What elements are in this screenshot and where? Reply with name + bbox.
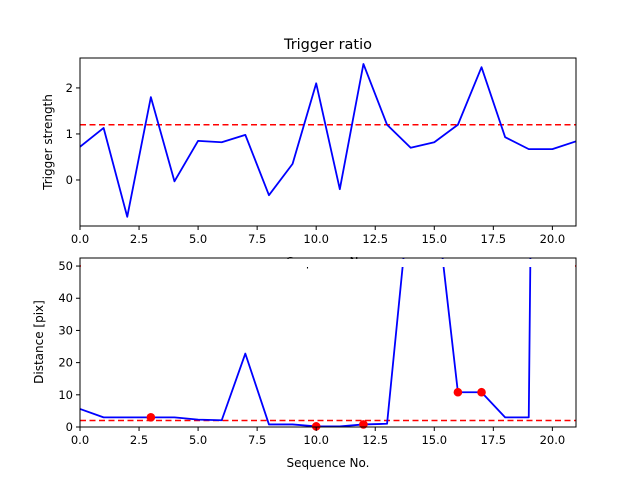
bottom-x-axis-label: Sequence No. xyxy=(287,456,370,470)
top-x-tick-label: 2.5 xyxy=(130,232,148,246)
top-x-tick-label: 7.5 xyxy=(248,232,266,246)
bottom-x-tick-label: 15.0 xyxy=(421,433,447,447)
bottom-y-tick-label: 20 xyxy=(58,356,73,370)
bottom-y-tick-label: 30 xyxy=(58,323,73,337)
top-x-tick-label: 20.0 xyxy=(540,232,566,246)
bottom-marker-point xyxy=(146,413,156,422)
bottom-x-tick-label: 0.0 xyxy=(71,433,89,447)
top-x-tick-label: 15.0 xyxy=(421,232,447,246)
top-x-tick-label: 10.0 xyxy=(303,232,329,246)
bottom-x-tick-label: 20.0 xyxy=(540,433,566,447)
bottom-x-tick-label: 5.0 xyxy=(189,433,207,447)
top-axes-frame xyxy=(79,57,577,227)
top-x-tick-label: 17.5 xyxy=(481,232,507,246)
bottom-marker-point xyxy=(477,387,486,397)
top-x-tick-label: 12.5 xyxy=(362,232,388,246)
top-x-tick-label: 5.0 xyxy=(189,232,207,246)
chart-title: Trigger ratio xyxy=(283,37,372,53)
x-label-overlap-strip xyxy=(81,259,575,267)
top-x-tick-label: 0.0 xyxy=(71,232,89,246)
top-y-tick-label: 1 xyxy=(66,127,73,141)
top-y-tick-label: 2 xyxy=(66,81,73,95)
bottom-axes-frame xyxy=(79,257,577,428)
bottom-x-tick-label: 12.5 xyxy=(362,433,388,447)
bottom-x-tick-label: 10.0 xyxy=(303,433,329,447)
top-y-axis-label: Trigger strength xyxy=(41,94,55,191)
bottom-x-tick-label: 2.5 xyxy=(130,433,148,447)
bottom-series-line xyxy=(80,258,532,427)
bottom-y-tick-label: 40 xyxy=(58,291,73,305)
bottom-plot: 0.0 2.5 5.0 7.5 10.0 12.5 15.0 17.5 20.0 0 10 20 30 4… xyxy=(58,257,577,447)
bottom-x-tick-label: 17.5 xyxy=(481,433,507,447)
bottom-x-tick-label: 7.5 xyxy=(248,433,266,447)
top-series-line xyxy=(80,63,576,218)
top-y-tick-label: 0 xyxy=(66,173,73,187)
bottom-y-axis-label: Distance [pix] xyxy=(32,300,46,384)
bottom-y-tick-label: 10 xyxy=(58,388,73,402)
bottom-y-tick-label: 0 xyxy=(66,420,73,434)
bottom-y-tick-label: 50 xyxy=(58,259,73,273)
bottom-marker-point xyxy=(311,422,321,431)
top-plot: 0.0 2.5 5.0 7.5 10.0 12.5 15.0 17.5 20.0 0 1 2 xyxy=(66,57,577,246)
top-plot-area xyxy=(80,63,576,218)
bottom-marker-point xyxy=(453,387,463,397)
